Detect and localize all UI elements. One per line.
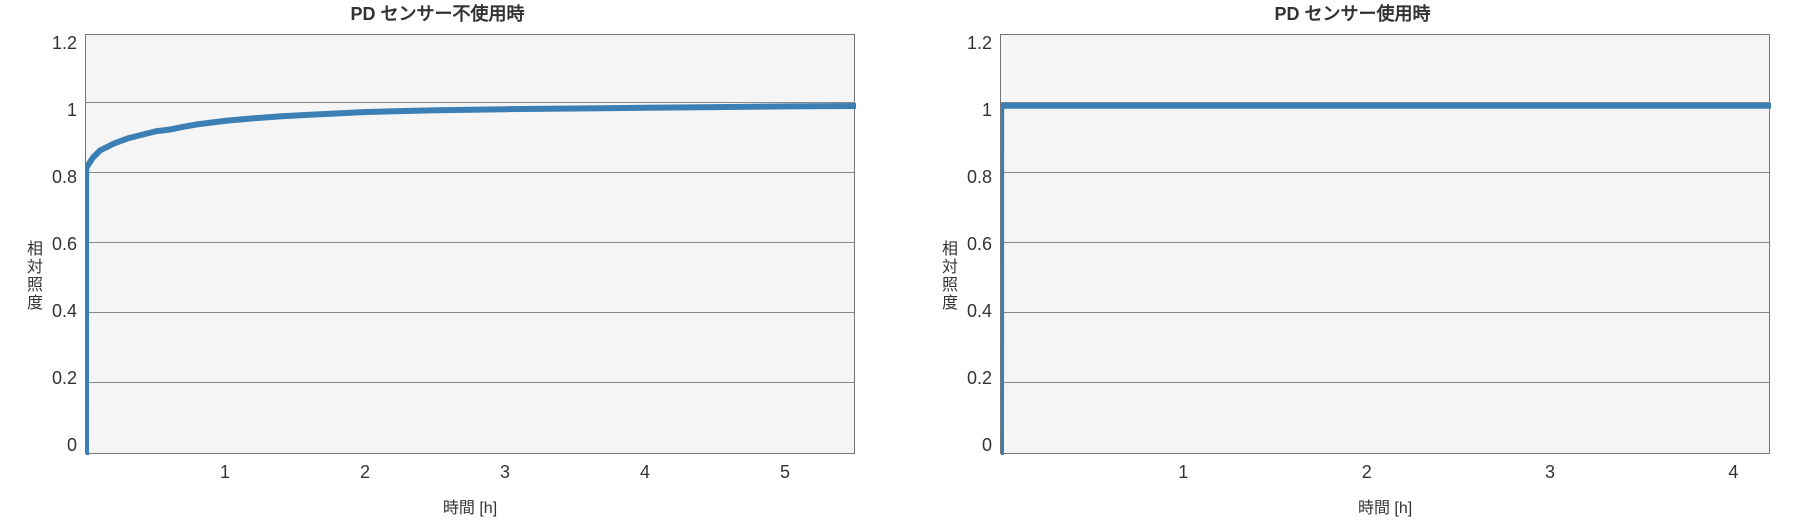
y-tick: 0.6	[52, 235, 77, 253]
y-tick: 0.8	[52, 168, 77, 186]
y-tick: 0.4	[967, 302, 992, 320]
x-tick: 3	[500, 462, 510, 483]
chart-right-xlabel: 時間 [h]	[1000, 494, 1770, 518]
chart-left-title: PD センサー不使用時	[20, 0, 855, 26]
chart-left-yticks: 1.2 1 0.8 0.6 0.4 0.2 0	[52, 34, 85, 454]
y-tick: 1	[982, 101, 992, 119]
data-curve	[86, 35, 856, 455]
chart-left-plot	[85, 34, 855, 454]
x-tick: 2	[360, 462, 370, 483]
y-tick: 1.2	[967, 34, 992, 52]
chart-right: PD センサー使用時 相対照度 1.2 1 0.8 0.6 0.4 0.2 0 …	[935, 0, 1770, 531]
chart-left-body: 相対照度 1.2 1 0.8 0.6 0.4 0.2 0 1 2 3 4 5 時間 [h…	[20, 34, 855, 518]
chart-left: PD センサー不使用時 相対照度 1.2 1 0.8 0.6 0.4 0.2 0…	[20, 0, 855, 531]
chart-left-ylabel: 相対照度	[20, 240, 44, 312]
chart-right-ylabel: 相対照度	[935, 240, 959, 312]
y-tick: 0	[982, 436, 992, 454]
y-tick: 0	[67, 436, 77, 454]
chart-right-xticks: 1 2 3 4	[1000, 454, 1770, 484]
x-tick: 1	[220, 462, 230, 483]
x-tick: 3	[1545, 462, 1555, 483]
y-tick: 0.8	[967, 168, 992, 186]
data-curve	[1001, 35, 1771, 455]
x-tick: 2	[1362, 462, 1372, 483]
x-tick: 5	[780, 462, 790, 483]
chart-right-yticks: 1.2 1 0.8 0.6 0.4 0.2 0	[967, 34, 1000, 454]
chart-right-body: 相対照度 1.2 1 0.8 0.6 0.4 0.2 0 1 2 3 4 時間 [h]	[935, 34, 1770, 518]
y-tick: 0.2	[967, 369, 992, 387]
y-tick: 0.6	[967, 235, 992, 253]
y-tick: 0.4	[52, 302, 77, 320]
chart-left-xticks: 1 2 3 4 5	[85, 454, 855, 484]
y-tick: 1.2	[52, 34, 77, 52]
x-tick: 4	[640, 462, 650, 483]
x-tick: 4	[1728, 462, 1738, 483]
x-tick: 1	[1178, 462, 1188, 483]
y-tick: 1	[67, 101, 77, 119]
chart-right-title: PD センサー使用時	[935, 0, 1770, 26]
chart-right-plot	[1000, 34, 1770, 454]
chart-left-xlabel: 時間 [h]	[85, 494, 855, 518]
y-tick: 0.2	[52, 369, 77, 387]
